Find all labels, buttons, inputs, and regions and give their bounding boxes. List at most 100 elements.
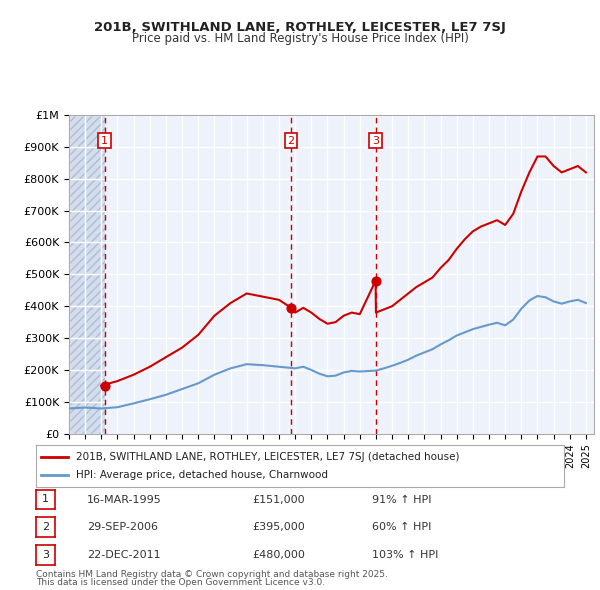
201B, SWITHLAND LANE, ROTHLEY, LEICESTER, LE7 7SJ (detached house) (227, 300, 234, 307)
HPI: Average price, detached house, Charnwood: (2.02e+03, 2.8e+05): Average price, detached house, Charnwood… (437, 341, 444, 348)
HPI: Average price, detached house, Charnwood: (2.02e+03, 2.65e+05): Average price, detached house, Charnwood… (429, 346, 436, 353)
HPI: Average price, detached house, Charnwood: (2e+03, 7.9e+04): Average price, detached house, Charnwood… (98, 405, 105, 412)
Text: 2: 2 (42, 522, 49, 532)
201B, SWITHLAND LANE, ROTHLEY, LEICESTER, LE7 7SJ (detached house) (404, 290, 412, 297)
HPI: Average price, detached house, Charnwood: (2.01e+03, 1.92e+05): Average price, detached house, Charnwood… (340, 369, 347, 376)
Text: Price paid vs. HM Land Registry's House Price Index (HPI): Price paid vs. HM Land Registry's House … (131, 32, 469, 45)
201B, SWITHLAND LANE, ROTHLEY, LEICESTER, LE7 7SJ (detached house) (469, 228, 476, 235)
Text: £151,000: £151,000 (252, 495, 305, 504)
HPI: Average price, detached house, Charnwood: (2e+03, 2.15e+05): Average price, detached house, Charnwood… (259, 362, 266, 369)
201B, SWITHLAND LANE, ROTHLEY, LEICESTER, LE7 7SJ (detached house) (340, 312, 347, 319)
201B, SWITHLAND LANE, ROTHLEY, LEICESTER, LE7 7SJ (detached house) (130, 371, 137, 378)
HPI: Average price, detached house, Charnwood: (2.01e+03, 1.82e+05): Average price, detached house, Charnwood… (332, 372, 339, 379)
Text: 91% ↑ HPI: 91% ↑ HPI (372, 495, 431, 504)
HPI: Average price, detached house, Charnwood: (2.02e+03, 3.42e+05): Average price, detached house, Charnwood… (485, 321, 493, 328)
Text: HPI: Average price, detached house, Charnwood: HPI: Average price, detached house, Char… (76, 470, 328, 480)
HPI: Average price, detached house, Charnwood: (2e+03, 2.18e+05): Average price, detached house, Charnwood… (243, 360, 250, 368)
201B, SWITHLAND LANE, ROTHLEY, LEICESTER, LE7 7SJ (detached house) (98, 382, 105, 389)
201B, SWITHLAND LANE, ROTHLEY, LEICESTER, LE7 7SJ (detached house) (429, 274, 436, 281)
HPI: Average price, detached house, Charnwood: (2.01e+03, 2.32e+05): Average price, detached house, Charnwood… (404, 356, 412, 363)
201B, SWITHLAND LANE, ROTHLEY, LEICESTER, LE7 7SJ (detached house) (526, 169, 533, 176)
201B, SWITHLAND LANE, ROTHLEY, LEICESTER, LE7 7SJ (detached house) (146, 363, 154, 371)
201B, SWITHLAND LANE, ROTHLEY, LEICESTER, LE7 7SJ (detached house) (558, 169, 565, 176)
Text: 201B, SWITHLAND LANE, ROTHLEY, LEICESTER, LE7 7SJ: 201B, SWITHLAND LANE, ROTHLEY, LEICESTER… (94, 21, 506, 34)
201B, SWITHLAND LANE, ROTHLEY, LEICESTER, LE7 7SJ (detached house) (478, 223, 485, 230)
Text: 3: 3 (42, 550, 49, 560)
201B, SWITHLAND LANE, ROTHLEY, LEICESTER, LE7 7SJ (detached house) (493, 217, 500, 224)
HPI: Average price, detached house, Charnwood: (2.01e+03, 1.8e+05): Average price, detached house, Charnwood… (324, 373, 331, 380)
HPI: Average price, detached house, Charnwood: (2e+03, 1.08e+05): Average price, detached house, Charnwood… (146, 396, 154, 403)
201B, SWITHLAND LANE, ROTHLEY, LEICESTER, LE7 7SJ (detached house) (485, 220, 493, 227)
HPI: Average price, detached house, Charnwood: (2.02e+03, 2.93e+05): Average price, detached house, Charnwood… (445, 337, 452, 344)
HPI: Average price, detached house, Charnwood: (2.02e+03, 3.18e+05): Average price, detached house, Charnwood… (461, 329, 469, 336)
Text: Contains HM Land Registry data © Crown copyright and database right 2025.: Contains HM Land Registry data © Crown c… (36, 571, 388, 579)
HPI: Average price, detached house, Charnwood: (2e+03, 1.85e+05): Average price, detached house, Charnwood… (211, 371, 218, 378)
201B, SWITHLAND LANE, ROTHLEY, LEICESTER, LE7 7SJ (detached house) (178, 344, 185, 351)
HPI: Average price, detached house, Charnwood: (2.01e+03, 2.22e+05): Average price, detached house, Charnwood… (397, 359, 404, 366)
Text: 29-SEP-2006: 29-SEP-2006 (87, 523, 158, 532)
Point (100, 381, 109, 390)
HPI: Average price, detached house, Charnwood: (2.01e+03, 1.95e+05): Average price, detached house, Charnwood… (356, 368, 364, 375)
201B, SWITHLAND LANE, ROTHLEY, LEICESTER, LE7 7SJ (detached house) (583, 169, 590, 176)
HPI: Average price, detached house, Charnwood: (2.02e+03, 4.15e+05): Average price, detached house, Charnwood… (566, 298, 574, 305)
201B, SWITHLAND LANE, ROTHLEY, LEICESTER, LE7 7SJ (detached house) (211, 312, 218, 319)
HPI: Average price, detached house, Charnwood: (2e+03, 1.22e+05): Average price, detached house, Charnwood… (163, 391, 170, 398)
HPI: Average price, detached house, Charnwood: (2.01e+03, 1.88e+05): Average price, detached house, Charnwood… (316, 370, 323, 377)
201B, SWITHLAND LANE, ROTHLEY, LEICESTER, LE7 7SJ (detached house) (380, 306, 388, 313)
Point (371, 276, 380, 286)
201B, SWITHLAND LANE, ROTHLEY, LEICESTER, LE7 7SJ (detached house) (308, 309, 315, 316)
HPI: Average price, detached house, Charnwood: (2.01e+03, 2.1e+05): Average price, detached house, Charnwood… (299, 363, 307, 371)
201B, SWITHLAND LANE, ROTHLEY, LEICESTER, LE7 7SJ (detached house) (348, 309, 355, 316)
Bar (69, 115, 104, 434)
201B, SWITHLAND LANE, ROTHLEY, LEICESTER, LE7 7SJ (detached house) (445, 257, 452, 264)
HPI: Average price, detached house, Charnwood: (2.01e+03, 2.05e+05): Average price, detached house, Charnwood… (380, 365, 388, 372)
Text: 60% ↑ HPI: 60% ↑ HPI (372, 523, 431, 532)
HPI: Average price, detached house, Charnwood: (2.02e+03, 4.15e+05): Average price, detached house, Charnwood… (550, 298, 557, 305)
HPI: Average price, detached house, Charnwood: (2.01e+03, 2.13e+05): Average price, detached house, Charnwood… (388, 362, 395, 369)
201B, SWITHLAND LANE, ROTHLEY, LEICESTER, LE7 7SJ (detached house) (574, 162, 581, 169)
201B, SWITHLAND LANE, ROTHLEY, LEICESTER, LE7 7SJ (detached house) (421, 279, 428, 286)
HPI: Average price, detached house, Charnwood: (2.02e+03, 4.1e+05): Average price, detached house, Charnwood… (583, 300, 590, 307)
Text: £395,000: £395,000 (252, 523, 305, 532)
Text: 103% ↑ HPI: 103% ↑ HPI (372, 550, 439, 560)
201B, SWITHLAND LANE, ROTHLEY, LEICESTER, LE7 7SJ (detached house) (287, 304, 295, 312)
201B, SWITHLAND LANE, ROTHLEY, LEICESTER, LE7 7SJ (detached house) (397, 296, 404, 303)
HPI: Average price, detached house, Charnwood: (1.99e+03, 8.2e+04): Average price, detached house, Charnwood… (82, 404, 89, 411)
HPI: Average price, detached house, Charnwood: (2.02e+03, 4.28e+05): Average price, detached house, Charnwood… (542, 294, 549, 301)
201B, SWITHLAND LANE, ROTHLEY, LEICESTER, LE7 7SJ (detached house) (509, 210, 517, 217)
201B, SWITHLAND LANE, ROTHLEY, LEICESTER, LE7 7SJ (detached house) (373, 309, 380, 316)
201B, SWITHLAND LANE, ROTHLEY, LEICESTER, LE7 7SJ (detached house) (163, 353, 170, 360)
HPI: Average price, detached house, Charnwood: (2.01e+03, 2.1e+05): Average price, detached house, Charnwood… (275, 363, 283, 371)
Text: 1: 1 (42, 494, 49, 504)
HPI: Average price, detached house, Charnwood: (2.02e+03, 3.35e+05): Average price, detached house, Charnwood… (478, 323, 485, 330)
HPI: Average price, detached house, Charnwood: (2e+03, 1.4e+05): Average price, detached house, Charnwood… (178, 385, 185, 392)
HPI: Average price, detached house, Charnwood: (2.02e+03, 3.58e+05): Average price, detached house, Charnwood… (509, 316, 517, 323)
HPI: Average price, detached house, Charnwood: (2.02e+03, 4.08e+05): Average price, detached house, Charnwood… (558, 300, 565, 307)
HPI: Average price, detached house, Charnwood: (2.02e+03, 3.28e+05): Average price, detached house, Charnwood… (469, 326, 476, 333)
HPI: Average price, detached house, Charnwood: (2.02e+03, 4.2e+05): Average price, detached house, Charnwood… (574, 296, 581, 303)
HPI: Average price, detached house, Charnwood: (2.02e+03, 4.32e+05): Average price, detached house, Charnwood… (534, 293, 541, 300)
HPI: Average price, detached house, Charnwood: (2.02e+03, 3.4e+05): Average price, detached house, Charnwood… (502, 322, 509, 329)
201B, SWITHLAND LANE, ROTHLEY, LEICESTER, LE7 7SJ (detached house) (259, 293, 266, 300)
201B, SWITHLAND LANE, ROTHLEY, LEICESTER, LE7 7SJ (detached house) (114, 378, 121, 385)
Text: 3: 3 (372, 136, 379, 146)
201B, SWITHLAND LANE, ROTHLEY, LEICESTER, LE7 7SJ (detached house) (388, 303, 395, 310)
201B, SWITHLAND LANE, ROTHLEY, LEICESTER, LE7 7SJ (detached house) (453, 245, 460, 253)
201B, SWITHLAND LANE, ROTHLEY, LEICESTER, LE7 7SJ (detached house) (566, 166, 574, 173)
201B, SWITHLAND LANE, ROTHLEY, LEICESTER, LE7 7SJ (detached house) (356, 310, 364, 317)
HPI: Average price, detached house, Charnwood: (2.01e+03, 2.05e+05): Average price, detached house, Charnwood… (292, 365, 299, 372)
HPI: Average price, detached house, Charnwood: (2.02e+03, 2.55e+05): Average price, detached house, Charnwood… (421, 349, 428, 356)
Text: 16-MAR-1995: 16-MAR-1995 (87, 495, 162, 504)
201B, SWITHLAND LANE, ROTHLEY, LEICESTER, LE7 7SJ (detached house) (316, 316, 323, 323)
Text: £480,000: £480,000 (252, 550, 305, 560)
HPI: Average price, detached house, Charnwood: (2e+03, 9.5e+04): Average price, detached house, Charnwood… (130, 400, 137, 407)
HPI: Average price, detached house, Charnwood: (2.01e+03, 1.97e+05): Average price, detached house, Charnwood… (348, 368, 355, 375)
201B, SWITHLAND LANE, ROTHLEY, LEICESTER, LE7 7SJ (detached house) (275, 296, 283, 303)
HPI: Average price, detached house, Charnwood: (2.02e+03, 3.92e+05): Average price, detached house, Charnwood… (518, 305, 525, 312)
Text: 2: 2 (287, 136, 295, 146)
HPI: Average price, detached house, Charnwood: (2.01e+03, 2.45e+05): Average price, detached house, Charnwood… (413, 352, 420, 359)
201B, SWITHLAND LANE, ROTHLEY, LEICESTER, LE7 7SJ (detached house) (292, 309, 299, 316)
201B, SWITHLAND LANE, ROTHLEY, LEICESTER, LE7 7SJ (detached house) (542, 153, 549, 160)
201B, SWITHLAND LANE, ROTHLEY, LEICESTER, LE7 7SJ (detached house) (534, 153, 541, 160)
201B, SWITHLAND LANE, ROTHLEY, LEICESTER, LE7 7SJ (detached house) (324, 320, 331, 327)
